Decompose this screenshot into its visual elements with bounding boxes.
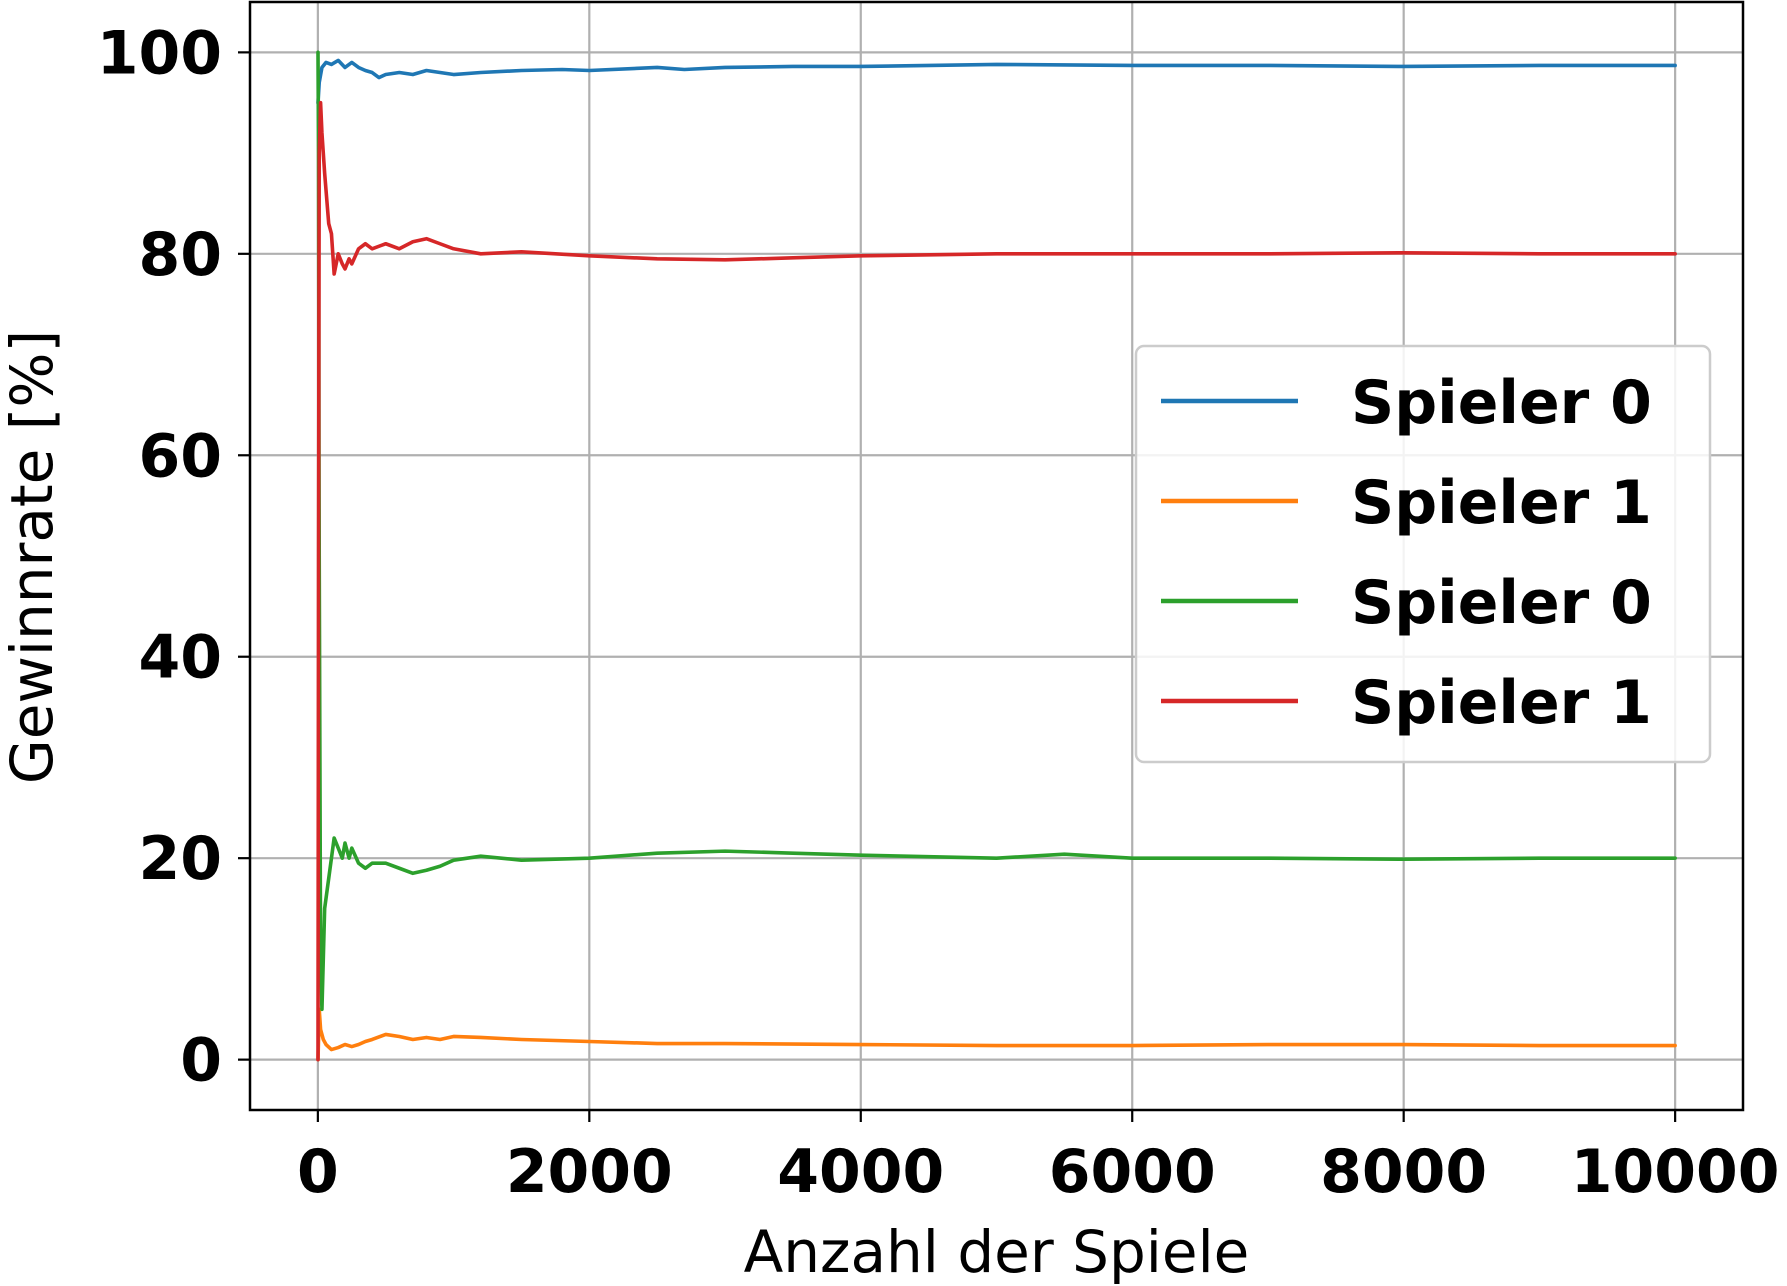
x-tick-label: 4000 bbox=[777, 1137, 944, 1207]
series-lines bbox=[316, 50, 1677, 1062]
y-axis-label: Gewinnrate [%] bbox=[0, 330, 66, 784]
legend-label: Spieler 1 bbox=[1351, 668, 1652, 738]
legend: Spieler 0 Spieler 1 Spieler 0 Spieler 1 bbox=[1134, 344, 1712, 764]
y-tick-label: 0 bbox=[180, 1026, 222, 1096]
series-line-0 bbox=[316, 58, 1677, 105]
x-tick-label: 8000 bbox=[1320, 1137, 1487, 1207]
y-tick-label: 80 bbox=[139, 220, 223, 290]
legend-label: Spieler 0 bbox=[1351, 568, 1652, 638]
series-line-3 bbox=[316, 100, 1677, 1062]
legend-label: Spieler 0 bbox=[1351, 368, 1652, 438]
x-tick-label: 0 bbox=[297, 1137, 339, 1207]
y-tick-label: 20 bbox=[139, 824, 223, 894]
legend-label: Spieler 1 bbox=[1351, 468, 1652, 538]
series-line-2 bbox=[316, 50, 1677, 1012]
x-tick-label: 10000 bbox=[1571, 1137, 1780, 1207]
y-tick-label: 40 bbox=[139, 623, 223, 693]
axis-ticks: 0 2000 4000 6000 8000 10000 0 20 40 60 80 100 bbox=[97, 18, 1780, 1207]
x-tick-label: 6000 bbox=[1049, 1137, 1216, 1207]
x-axis-label: Anzahl der Spiele bbox=[744, 1218, 1250, 1286]
plot-frame bbox=[248, 0, 1745, 1112]
y-tick-label: 100 bbox=[97, 18, 222, 88]
y-tick-label: 60 bbox=[139, 421, 223, 491]
x-tick-label: 2000 bbox=[506, 1137, 673, 1207]
series-line-1 bbox=[316, 1007, 1677, 1062]
legend-box bbox=[1134, 344, 1712, 764]
